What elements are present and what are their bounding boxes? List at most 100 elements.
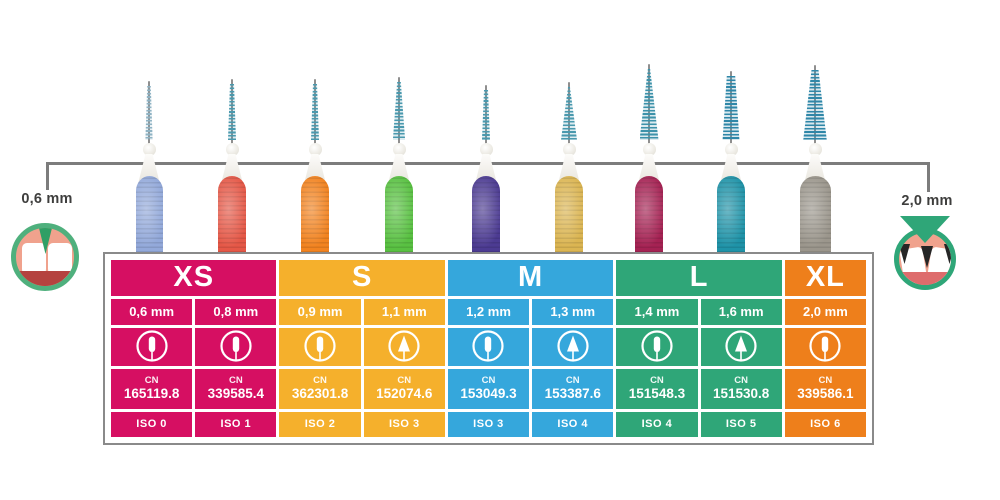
- cn-prefix: CN: [565, 374, 580, 386]
- cn-cell: CN 339586.1: [784, 369, 866, 409]
- gap-shadow-right: [944, 244, 951, 264]
- icon-cell: [447, 328, 530, 366]
- cn-prefix: CN: [734, 374, 749, 386]
- size-header-l: L: [616, 260, 782, 296]
- cn-prefix: CN: [818, 374, 833, 386]
- cn-prefix: CN: [650, 374, 664, 386]
- size-header-m: M: [447, 260, 614, 296]
- cn-number: 153387.6: [544, 386, 601, 402]
- brush-bristles: [392, 82, 406, 140]
- brush-neck-ball: [642, 143, 656, 156]
- cn-cell: CN 153387.6: [532, 369, 614, 409]
- brush-bristles: [482, 90, 490, 140]
- cn-number: 153049.3: [460, 386, 517, 402]
- brush-neck-ball: [142, 143, 156, 156]
- brush-neck-ball: [308, 143, 322, 156]
- icon-cell: [279, 328, 361, 366]
- tooth-gap-icon-large: [894, 214, 956, 292]
- cn-number: 151530.8: [713, 386, 770, 402]
- iso-cell: ISO 5: [700, 412, 782, 437]
- cn-cell: CN 362301.8: [279, 369, 361, 409]
- conical-brush-icon: [724, 329, 758, 365]
- cn-cell: CN 152074.6: [363, 369, 445, 409]
- iso-cell: ISO 6: [784, 412, 866, 437]
- mm-cell: 1,1 mm: [363, 299, 445, 325]
- icon-cell: [532, 328, 614, 366]
- icon-cell: [111, 328, 193, 366]
- cn-number: 339586.1: [797, 386, 854, 402]
- tooth-gap-icon-small: [11, 216, 79, 292]
- brush-neck-ball: [479, 143, 493, 156]
- mm-cell: 1,2 mm: [447, 299, 530, 325]
- brush-bristles: [803, 70, 827, 140]
- brush-neck-ball: [562, 143, 576, 156]
- brush-bristles: [722, 76, 740, 140]
- iso-cell: ISO 0: [111, 412, 193, 437]
- cn-cell: CN 151548.3: [616, 369, 698, 409]
- iso-cell: ISO 3: [447, 412, 530, 437]
- tooth-circle: [11, 223, 79, 291]
- brush-neck-ball: [724, 143, 738, 156]
- brush-bristles: [228, 84, 236, 140]
- brush-bristles: [311, 84, 319, 140]
- mm-cell: 2,0 mm: [784, 299, 866, 325]
- cn-cell: CN 339585.4: [195, 369, 277, 409]
- conical-brush-icon: [556, 329, 590, 365]
- cn-prefix: CN: [481, 374, 496, 386]
- mm-cell: 0,9 mm: [279, 299, 361, 325]
- cn-number: 152074.6: [376, 386, 433, 402]
- brush-neck-ball: [392, 143, 406, 156]
- brush-bristles: [639, 69, 659, 140]
- dimension-line-left-drop: [46, 162, 49, 190]
- mm-cell: 1,6 mm: [700, 299, 782, 325]
- icon-cell: [363, 328, 445, 366]
- mm-cell: 1,4 mm: [616, 299, 698, 325]
- icon-cell: [784, 328, 866, 366]
- cn-prefix: CN: [313, 374, 327, 386]
- max-gap-label: 2,0 mm: [901, 193, 953, 209]
- gap-shadow-left: [899, 244, 910, 264]
- straight-brush-icon: [471, 329, 505, 365]
- iso-cell: ISO 4: [616, 412, 698, 437]
- size-header-xs: XS: [111, 260, 277, 296]
- brush-bristles: [561, 87, 577, 140]
- cn-number: 339585.4: [207, 386, 264, 402]
- cn-number: 151548.3: [628, 386, 686, 402]
- iso-cell: ISO 1: [195, 412, 277, 437]
- icon-cell: [700, 328, 782, 366]
- size-header-xl: XL: [784, 260, 866, 296]
- icon-cell: [195, 328, 277, 366]
- cn-cell: CN 151530.8: [700, 369, 782, 409]
- mm-cell: 0,8 mm: [195, 299, 277, 325]
- straight-brush-icon: [219, 329, 253, 365]
- straight-brush-icon: [303, 329, 337, 365]
- brush-bristles: [145, 86, 153, 140]
- brush-1,3mm: [526, 0, 612, 300]
- mouth-band: [16, 271, 74, 286]
- min-gap-label: 0,6 mm: [21, 191, 73, 207]
- iso-cell: ISO 2: [279, 412, 361, 437]
- brush-neck-ball: [808, 143, 822, 156]
- cn-prefix: CN: [397, 374, 412, 386]
- brush-neck-ball: [225, 143, 239, 156]
- straight-brush-icon: [135, 329, 169, 365]
- iso-cell: ISO 4: [532, 412, 614, 437]
- straight-brush-icon: [640, 329, 674, 365]
- cn-number: 165119.8: [123, 386, 180, 402]
- iso-cell: ISO 3: [363, 412, 445, 437]
- cn-number: 362301.8: [291, 386, 349, 402]
- cn-prefix: CN: [228, 374, 243, 386]
- mouth-band: [899, 272, 951, 285]
- cn-cell: CN 165119.8: [111, 369, 193, 409]
- mm-cell: 1,3 mm: [532, 299, 614, 325]
- size-table: XS S M L XL 0,6 mm 0,8 mm 0,9 mm 1,1 mm 1,2 mm 1,3…: [103, 252, 874, 445]
- mm-cell: 0,6 mm: [111, 299, 193, 325]
- conical-brush-icon: [387, 329, 421, 365]
- cn-cell: CN 153049.3: [447, 369, 530, 409]
- dimension-line-right-drop: [927, 162, 930, 192]
- icon-cell: [616, 328, 698, 366]
- size-header-s: S: [279, 260, 445, 296]
- straight-brush-icon: [808, 329, 842, 365]
- size-table-grid: XS S M L XL 0,6 mm 0,8 mm 0,9 mm 1,1 mm 1,2 mm 1,3…: [111, 260, 866, 437]
